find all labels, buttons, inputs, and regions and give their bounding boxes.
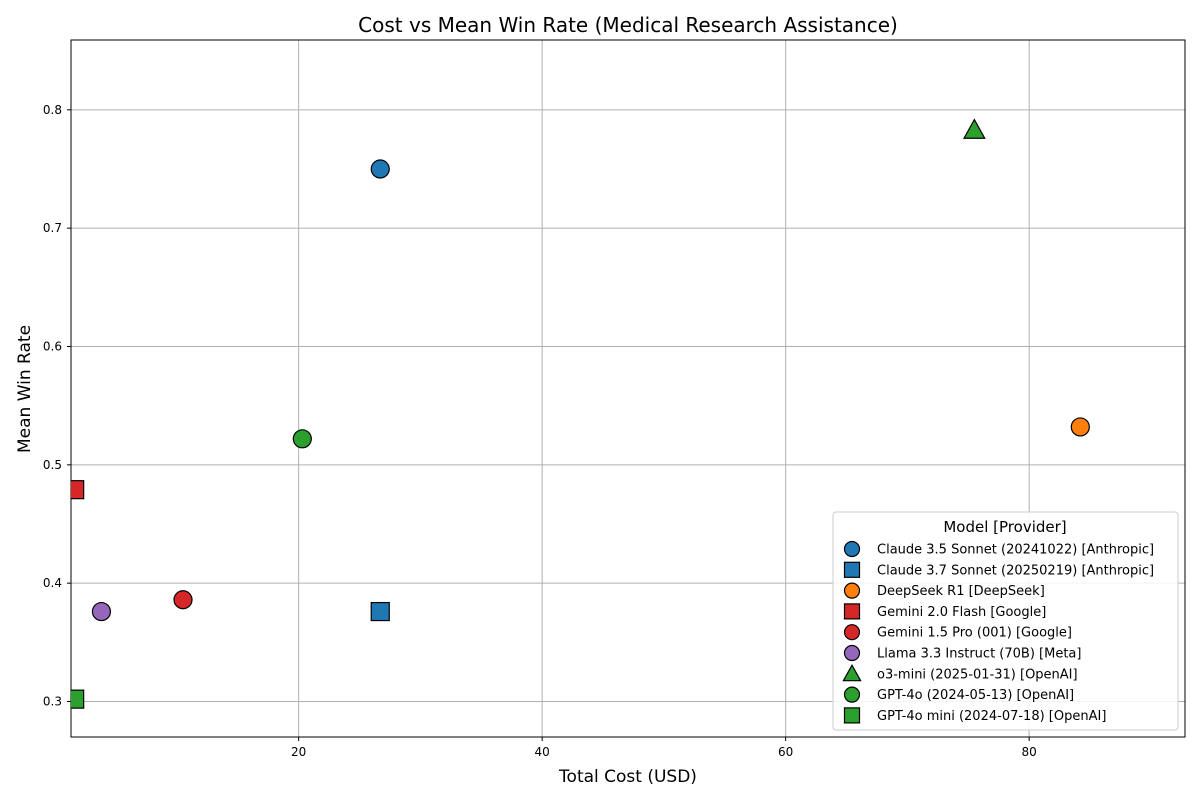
legend-item: GPT-4o mini (2024-07-18) [OpenAI]	[843, 707, 1106, 724]
legend-item: Llama 3.3 Instruct (70B) [Meta]	[843, 644, 1081, 662]
y-tick-label: 0.3	[43, 694, 62, 708]
data-point	[370, 601, 390, 622]
legend-label: GPT-4o mini (2024-07-18) [OpenAI]	[877, 709, 1106, 724]
x-tick-label: 60	[778, 745, 793, 759]
data-points	[71, 118, 1090, 709]
legend-marker	[843, 561, 861, 578]
data-point	[91, 601, 112, 622]
legend-marker	[843, 540, 861, 558]
y-tick-label: 0.8	[43, 103, 62, 117]
legend-marker	[843, 624, 861, 641]
data-point	[71, 689, 85, 709]
legend-marker	[843, 603, 861, 620]
data-point	[173, 590, 193, 610]
legend-item: GPT-4o (2024-05-13) [OpenAI]	[843, 686, 1074, 703]
legend-label: GPT-4o (2024-05-13) [OpenAI]	[877, 688, 1074, 703]
data-point	[963, 118, 986, 139]
data-point	[292, 429, 312, 449]
legend: Model [Provider] Claude 3.5 Sonnet (2024…	[832, 511, 1179, 731]
legend-item: Gemini 2.0 Flash [Google]	[843, 603, 1046, 620]
grid	[71, 40, 1185, 737]
legend-item: DeepSeek R1 [DeepSeek]	[843, 582, 1045, 599]
x-axis-label: Total Cost (USD)	[558, 767, 697, 787]
x-tick-label: 80	[1022, 745, 1037, 759]
legend-label: Gemini 2.0 Flash [Google]	[877, 605, 1046, 620]
y-tick-label: 0.7	[43, 221, 62, 235]
data-point	[370, 159, 390, 179]
legend-label: Llama 3.3 Instruct (70B) [Meta]	[877, 647, 1081, 662]
x-tick-label: 40	[535, 745, 550, 759]
y-axis-label: Mean Win Rate	[15, 325, 35, 453]
legend-label: o3-mini (2025-01-31) [OpenAI]	[877, 667, 1078, 682]
y-tick-label: 0.6	[43, 339, 62, 353]
y-tick-label: 0.5	[43, 458, 62, 472]
legend-box	[832, 511, 1179, 731]
legend-label: Claude 3.5 Sonnet (20241022) [Anthropic]	[877, 543, 1154, 558]
legend-marker	[843, 686, 861, 703]
x-tick-label: 20	[291, 745, 306, 759]
data-point	[71, 480, 85, 500]
legend-marker	[843, 582, 861, 599]
chart-title: Cost vs Mean Win Rate (Medical Research …	[358, 13, 898, 37]
legend-item: Gemini 1.5 Pro (001) [Google]	[843, 624, 1072, 641]
legend-items: Claude 3.5 Sonnet (20241022) [Anthropic]…	[842, 540, 1154, 724]
legend-item: Claude 3.7 Sonnet (20250219) [Anthropic]	[843, 561, 1154, 578]
data-point	[1070, 417, 1090, 437]
legend-item: o3-mini (2025-01-31) [OpenAI]	[842, 663, 1078, 682]
legend-item: Claude 3.5 Sonnet (20241022) [Anthropic]	[843, 540, 1154, 558]
ticks: 20 40 60 80 0.3 0.4 0.5 0.6 0.7 0.8	[43, 103, 1037, 759]
legend-title: Model [Provider]	[943, 518, 1066, 536]
legend-label: Claude 3.7 Sonnet (20250219) [Anthropic]	[877, 563, 1154, 578]
y-tick-label: 0.4	[43, 576, 62, 590]
legend-marker	[842, 663, 862, 682]
legend-marker	[843, 707, 861, 724]
plot-area	[70, 39, 1186, 738]
legend-label: Gemini 1.5 Pro (001) [Google]	[877, 626, 1072, 641]
legend-label: DeepSeek R1 [DeepSeek]	[877, 584, 1045, 599]
legend-marker	[843, 644, 861, 662]
